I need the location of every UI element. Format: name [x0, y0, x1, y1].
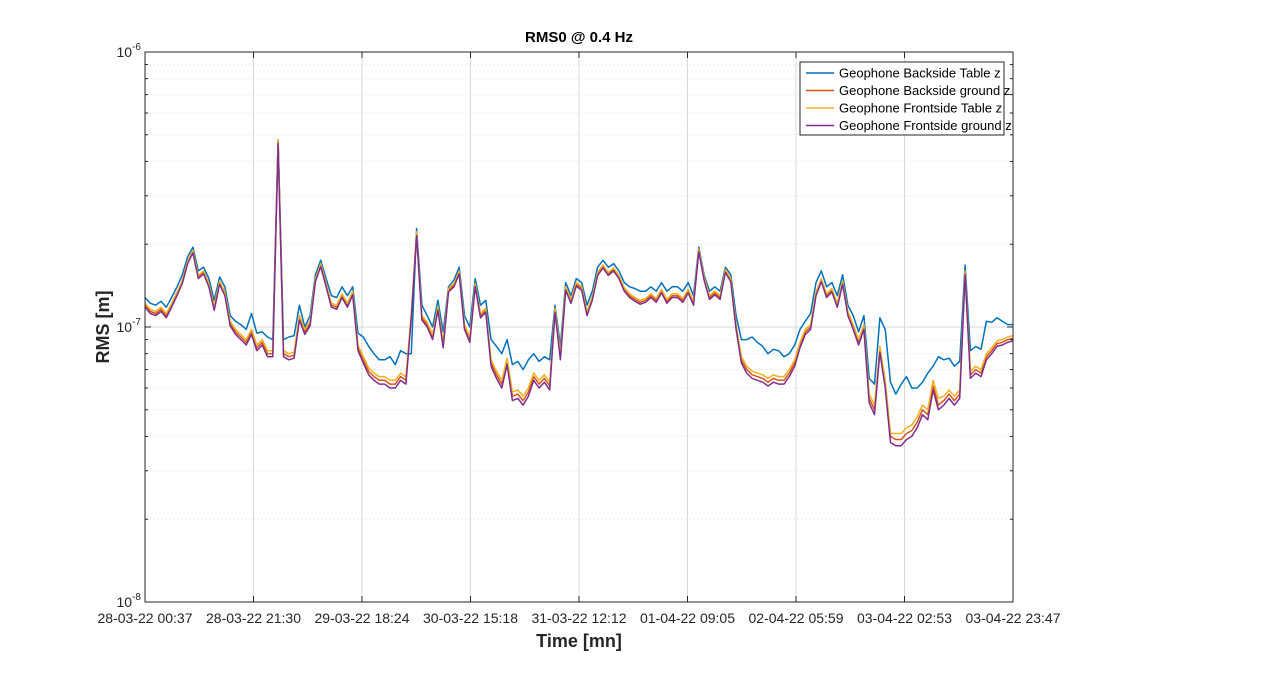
x-tick-label: 02-04-22 05:59 — [749, 610, 844, 626]
x-tick-label: 03-04-22 02:53 — [857, 610, 952, 626]
y-tick-label: 10-8 — [117, 592, 142, 610]
legend-label-4: Geophone Frontside ground z — [839, 118, 1012, 133]
x-tick-labels: 28-03-22 00:37 28-03-22 21:30 29-03-22 18:… — [98, 610, 1061, 626]
y-tick-labels: 10-810-710-6 — [117, 42, 142, 610]
y-tick-exponent: -8 — [132, 592, 141, 603]
x-tick-label: 29-03-22 18:24 — [315, 610, 410, 626]
series-line-1 — [144, 138, 1013, 395]
axis-ticks — [144, 52, 1014, 603]
y-tick-base: 10 — [117, 594, 133, 610]
y-tick-exponent: -6 — [132, 42, 141, 53]
y-tick-base: 10 — [117, 319, 133, 335]
x-tick-label: 28-03-22 00:37 — [98, 610, 193, 626]
y-tick-exponent: -7 — [132, 317, 141, 328]
y-tick-base: 10 — [117, 44, 133, 60]
series-layer — [144, 138, 1014, 447]
legend-box — [799, 61, 1005, 136]
legend-label-3: Geophone Frontside Table z — [839, 101, 1002, 116]
y-tick-label: 10-7 — [117, 317, 142, 335]
chart-title: RMS0 @ 0.4 Hz — [525, 29, 633, 46]
x-axis-label: Time [mn] — [536, 631, 622, 651]
legend: Geophone Backside Table z Geophone Backsi… — [799, 61, 1012, 136]
x-tick-label: 31-03-22 12:12 — [532, 610, 627, 626]
legend-label-1: Geophone Backside Table z — [839, 66, 1001, 81]
x-tick-label: 03-04-22 23:47 — [966, 610, 1061, 626]
x-tick-label: 28-03-22 21:30 — [206, 610, 301, 626]
y-tick-label: 10-6 — [117, 42, 142, 60]
x-tick-label: 30-03-22 15:18 — [423, 610, 518, 626]
legend-label-2: Geophone Backside ground z — [839, 83, 1010, 98]
x-tick-label: 01-04-22 09:05 — [640, 610, 735, 626]
y-axis-label: RMS [m] — [93, 291, 113, 364]
series-line-4 — [144, 142, 1014, 447]
